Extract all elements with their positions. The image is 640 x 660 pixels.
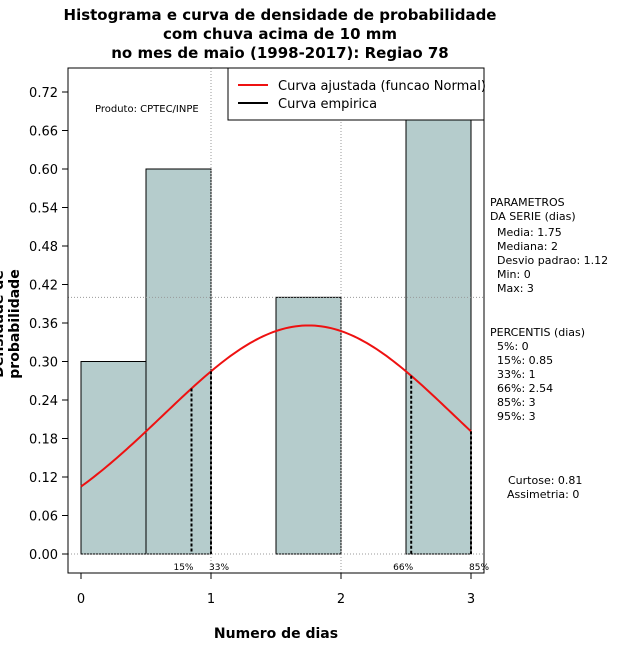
parametros-media: Media: 1.75 (490, 226, 562, 239)
y-tick-label-1: 0.06 (29, 510, 58, 525)
y-tick-label-10: 0.60 (29, 163, 58, 178)
y-tick-label-6: 0.36 (29, 317, 58, 332)
y-tick-label-9: 0.54 (29, 202, 58, 217)
normal-density-curve (80, 324, 472, 488)
y-tick-label-0: 0.00 (29, 548, 58, 563)
percentil-15: 15%: 0.85 (490, 354, 554, 367)
x-tick-label-1: 1 (207, 592, 215, 607)
x-tick-label-2: 2 (337, 592, 345, 607)
y-tick-label-3: 0.18 (29, 433, 58, 448)
percentil-95: 95%: 3 (490, 410, 536, 423)
percentil-33: 33%: 1 (490, 368, 536, 381)
histogram-bar-0 (80, 361, 147, 555)
y-tick-label-12: 0.72 (29, 86, 58, 101)
y-tick-label-8: 0.48 (29, 240, 58, 255)
legend-box (227, 67, 485, 121)
parametros-max: Max: 3 (490, 282, 534, 295)
x-tick-label-0: 0 (77, 592, 85, 607)
chart-title-line-1: Histograma e curva de densidade de proba… (63, 6, 497, 24)
y-tick-label-5: 0.30 (29, 356, 58, 371)
percentil-5: 5%: 0 (490, 340, 529, 353)
histogram-bar-5 (405, 104, 472, 555)
percentile-marker-label-3: 85% (469, 563, 489, 573)
parametros-mediana: Mediana: 2 (490, 240, 558, 253)
legend-label-0: Curva ajustada (funcao Normal) (278, 79, 486, 94)
parametros-header: PARAMETROS DA SERIE (dias) (490, 196, 576, 223)
percentile-marker-label-0: 15% (173, 563, 193, 573)
percentile-marker-label-1: 33% (209, 563, 229, 573)
curtose-text: Curtose: 0.81 (508, 474, 583, 487)
x-tick-label-3: 3 (467, 592, 475, 607)
parametros-desvio: Desvio padrao: 1.12 (490, 254, 609, 267)
assimetria-text: Assimetria: 0 (500, 488, 580, 501)
product-credit: Produto: CPTEC/INPE (95, 104, 199, 115)
parametros-min: Min: 0 (490, 268, 531, 281)
percentis-header: PERCENTIS (dias) (490, 326, 586, 339)
y-tick-label-11: 0.66 (29, 125, 58, 140)
percentil-66: 66%: 2.54 (490, 382, 554, 395)
y-tick-label-4: 0.24 (29, 394, 58, 409)
histogram-bar-3 (275, 296, 342, 555)
percentile-marker-label-2: 66% (393, 563, 413, 573)
percentil-85: 85%: 3 (490, 396, 536, 409)
y-axis-label: Densidade de probabilidade (0, 269, 23, 379)
legend-label-1: Curva empirica (278, 97, 377, 112)
y-tick-label-7: 0.42 (29, 279, 58, 294)
histogram-bar-1 (145, 168, 212, 555)
chart-title-line-3: no mes de maio (1998-2017): Regiao 78 (111, 44, 449, 62)
y-tick-label-2: 0.12 (29, 471, 58, 486)
x-axis-label: Numero de dias (213, 626, 339, 642)
chart-title-line-2: com chuva acima de 10 mm (162, 25, 398, 43)
